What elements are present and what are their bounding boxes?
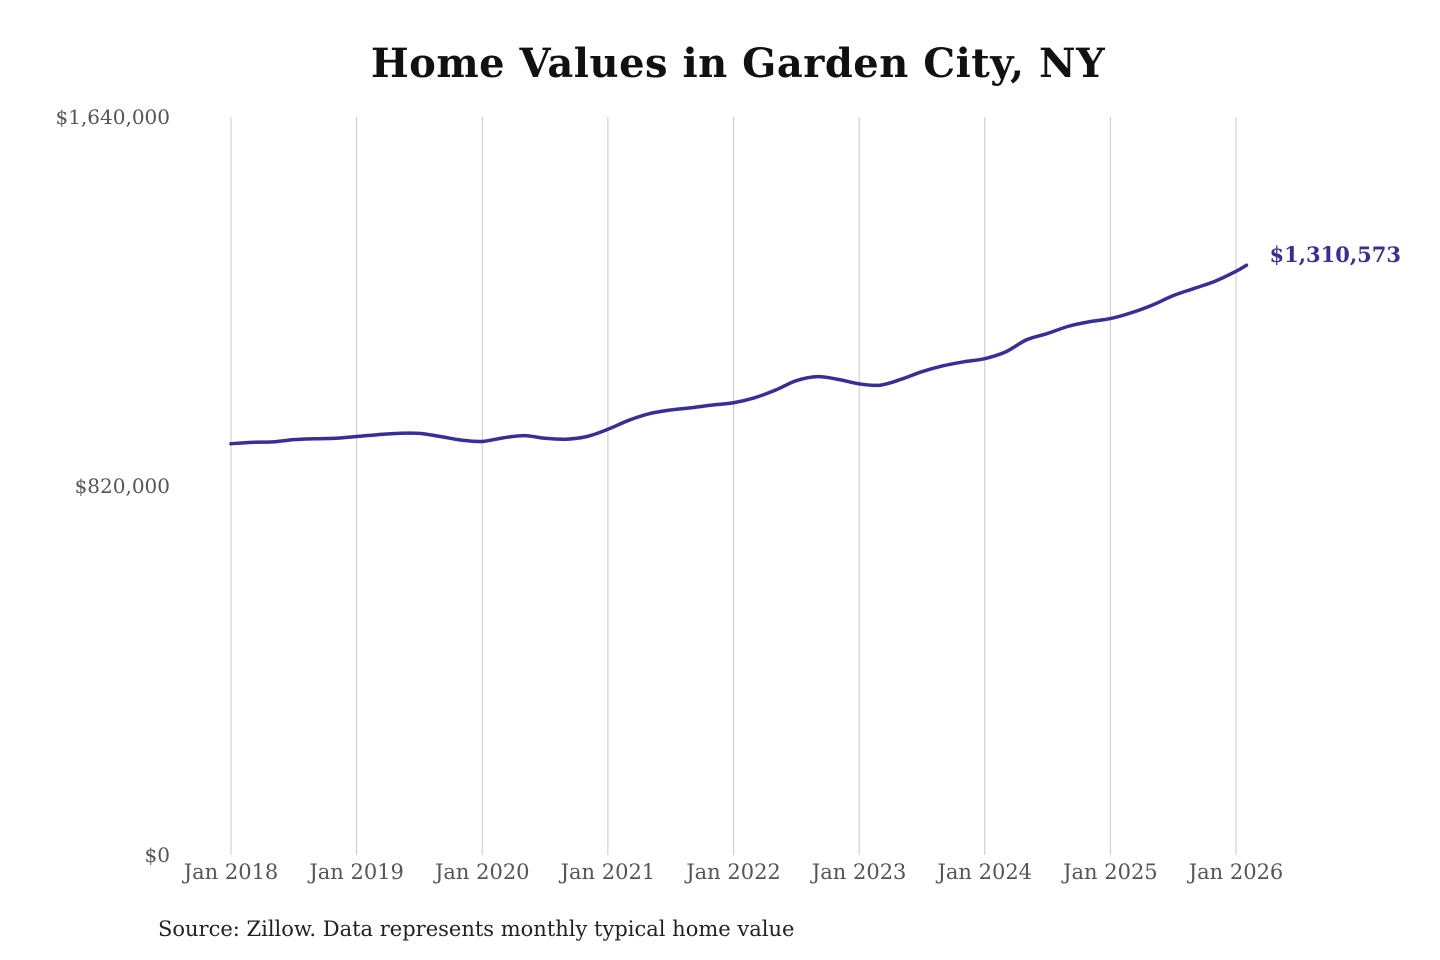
x-tick-label: Jan 2022 bbox=[684, 860, 781, 884]
x-tick-label: Jan 2026 bbox=[1187, 860, 1284, 884]
x-tick-label: Jan 2025 bbox=[1061, 860, 1158, 884]
x-tick-label: Jan 2020 bbox=[433, 860, 530, 884]
series-line bbox=[229, 263, 1249, 446]
x-tick-label: Jan 2019 bbox=[307, 860, 404, 884]
gridlines bbox=[230, 117, 1237, 855]
x-tick-label: Jan 2023 bbox=[810, 860, 907, 884]
series-layer bbox=[229, 263, 1249, 446]
x-axis-ticks: Jan 2018 Jan 2019 Jan 2020 Jan 2021 Jan 2022… bbox=[182, 860, 1284, 884]
y-tick-label: $1,640,000 bbox=[55, 105, 170, 129]
x-tick-label: Jan 2021 bbox=[559, 860, 656, 884]
label-layer: $1,310,573 bbox=[1269, 242, 1401, 267]
y-axis-ticks: $0 $820,000 $1,640,000 bbox=[55, 105, 170, 867]
x-tick-label: Jan 2024 bbox=[935, 860, 1032, 884]
y-tick-label: $820,000 bbox=[75, 474, 170, 498]
chart-title: Home Values in Garden City, NY bbox=[370, 40, 1106, 87]
x-tick-label: Jan 2018 bbox=[182, 860, 279, 884]
source-note: Source: Zillow. Data represents monthly … bbox=[158, 917, 795, 941]
end-value-label: $1,310,573 bbox=[1269, 242, 1401, 267]
y-tick-label: $0 bbox=[145, 843, 170, 867]
